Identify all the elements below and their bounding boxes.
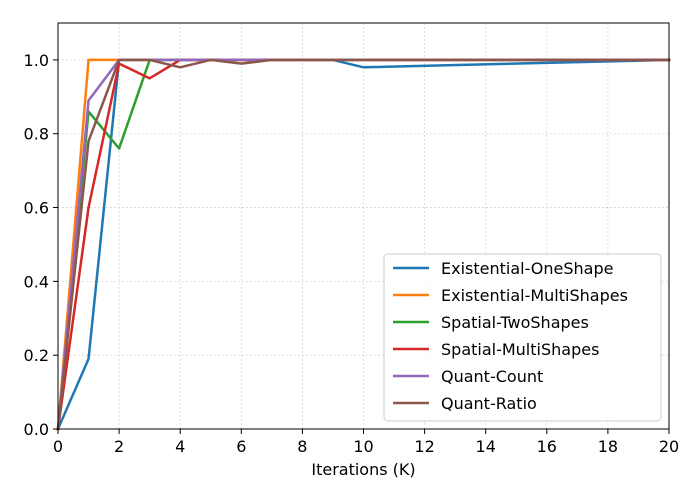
y-tick-label: 0.6 bbox=[24, 199, 49, 218]
legend-label: Existential-OneShape bbox=[441, 259, 613, 278]
legend-label: Spatial-TwoShapes bbox=[441, 313, 589, 332]
x-tick-label: 14 bbox=[476, 437, 496, 456]
legend-box bbox=[383, 253, 662, 422]
x-tick-label: 10 bbox=[353, 437, 373, 456]
y-tick-label: 0.8 bbox=[24, 125, 49, 144]
axis-ticks: 0 2 4 6 8 10 12 14 16 18 20 0.0 0.2 0.4 0.6 0.8 1.0 bbox=[24, 51, 680, 456]
legend-label: Quant-Count bbox=[441, 367, 543, 386]
x-tick-label: 16 bbox=[537, 437, 557, 456]
x-axis-label: Iterations (K) bbox=[311, 460, 415, 479]
y-tick-label: 1.0 bbox=[24, 51, 49, 70]
series-lines bbox=[56, 58, 671, 431]
legend-label: Quant-Ratio bbox=[441, 394, 537, 413]
x-tick-label: 20 bbox=[659, 437, 679, 456]
legend: Existential-OneShape Existential-MultiSha… bbox=[383, 253, 662, 422]
x-tick-label: 2 bbox=[114, 437, 124, 456]
x-tick-label: 6 bbox=[236, 437, 246, 456]
legend-label: Spatial-MultiShapes bbox=[441, 340, 599, 359]
x-tick-label: 12 bbox=[414, 437, 434, 456]
y-tick-label: 0.0 bbox=[24, 420, 49, 439]
x-tick-label: 18 bbox=[598, 437, 618, 456]
legend-label: Existential-MultiShapes bbox=[441, 286, 628, 305]
x-tick-label: 8 bbox=[297, 437, 307, 456]
y-tick-label: 0.2 bbox=[24, 346, 49, 365]
x-tick-label: 0 bbox=[53, 437, 63, 456]
series-line-5 bbox=[56, 58, 671, 431]
y-tick-label: 0.4 bbox=[24, 272, 49, 291]
x-tick-label: 4 bbox=[175, 437, 185, 456]
